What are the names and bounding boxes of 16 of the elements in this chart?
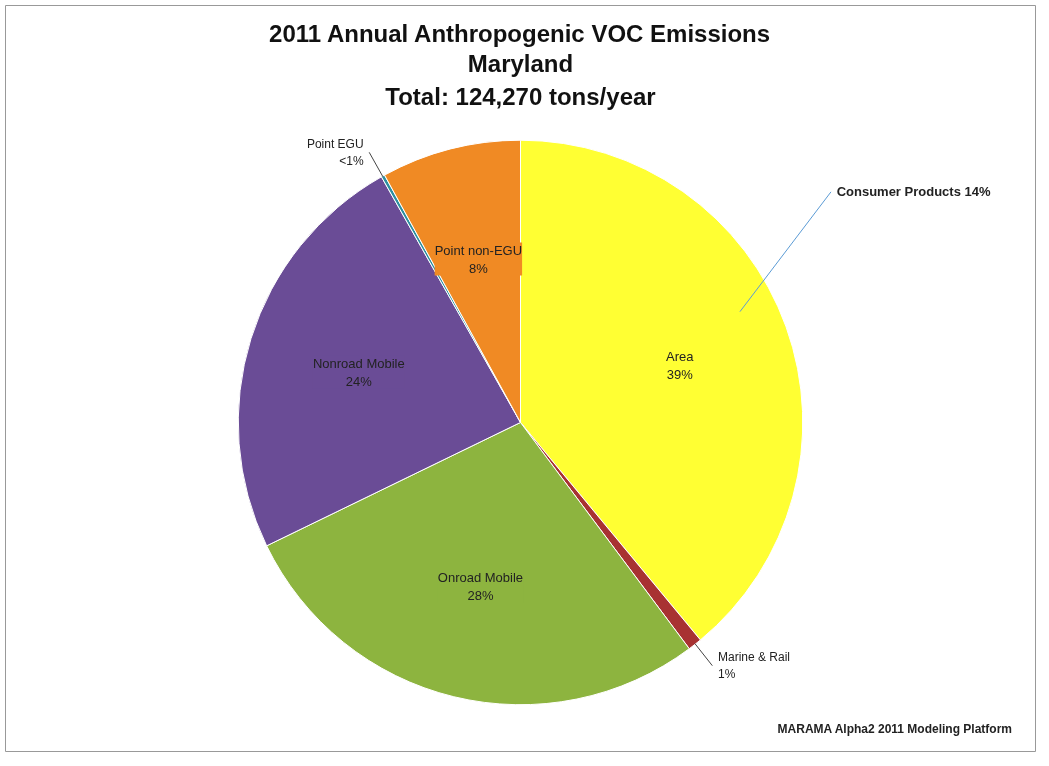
data-label: 28%	[467, 587, 494, 603]
chart-title: 2011 Annual Anthropogenic VOC Emissions	[269, 19, 771, 47]
data-label: 8%	[468, 260, 489, 276]
data-label: 24%	[345, 373, 373, 389]
slice-label: Marine & Rail	[717, 650, 791, 665]
slice-label: Area	[666, 348, 695, 364]
slice-label: Onroad Mobile	[437, 569, 524, 585]
slice-label: Point EGU	[306, 136, 364, 151]
data-label: <1%	[339, 153, 364, 168]
data-label: 39%	[666, 366, 694, 382]
text: Consumer Products 14%	[836, 184, 991, 200]
chart-subtitle: Maryland Total: 124,270 tons/year	[385, 50, 656, 110]
text: MARAMA Alpha2 2011 Modeling Platform	[777, 722, 1013, 736]
data-label: 1%	[717, 667, 736, 682]
slice-label: Point non-EGU	[434, 242, 523, 258]
slice-label: Nonroad Mobile	[312, 355, 405, 371]
